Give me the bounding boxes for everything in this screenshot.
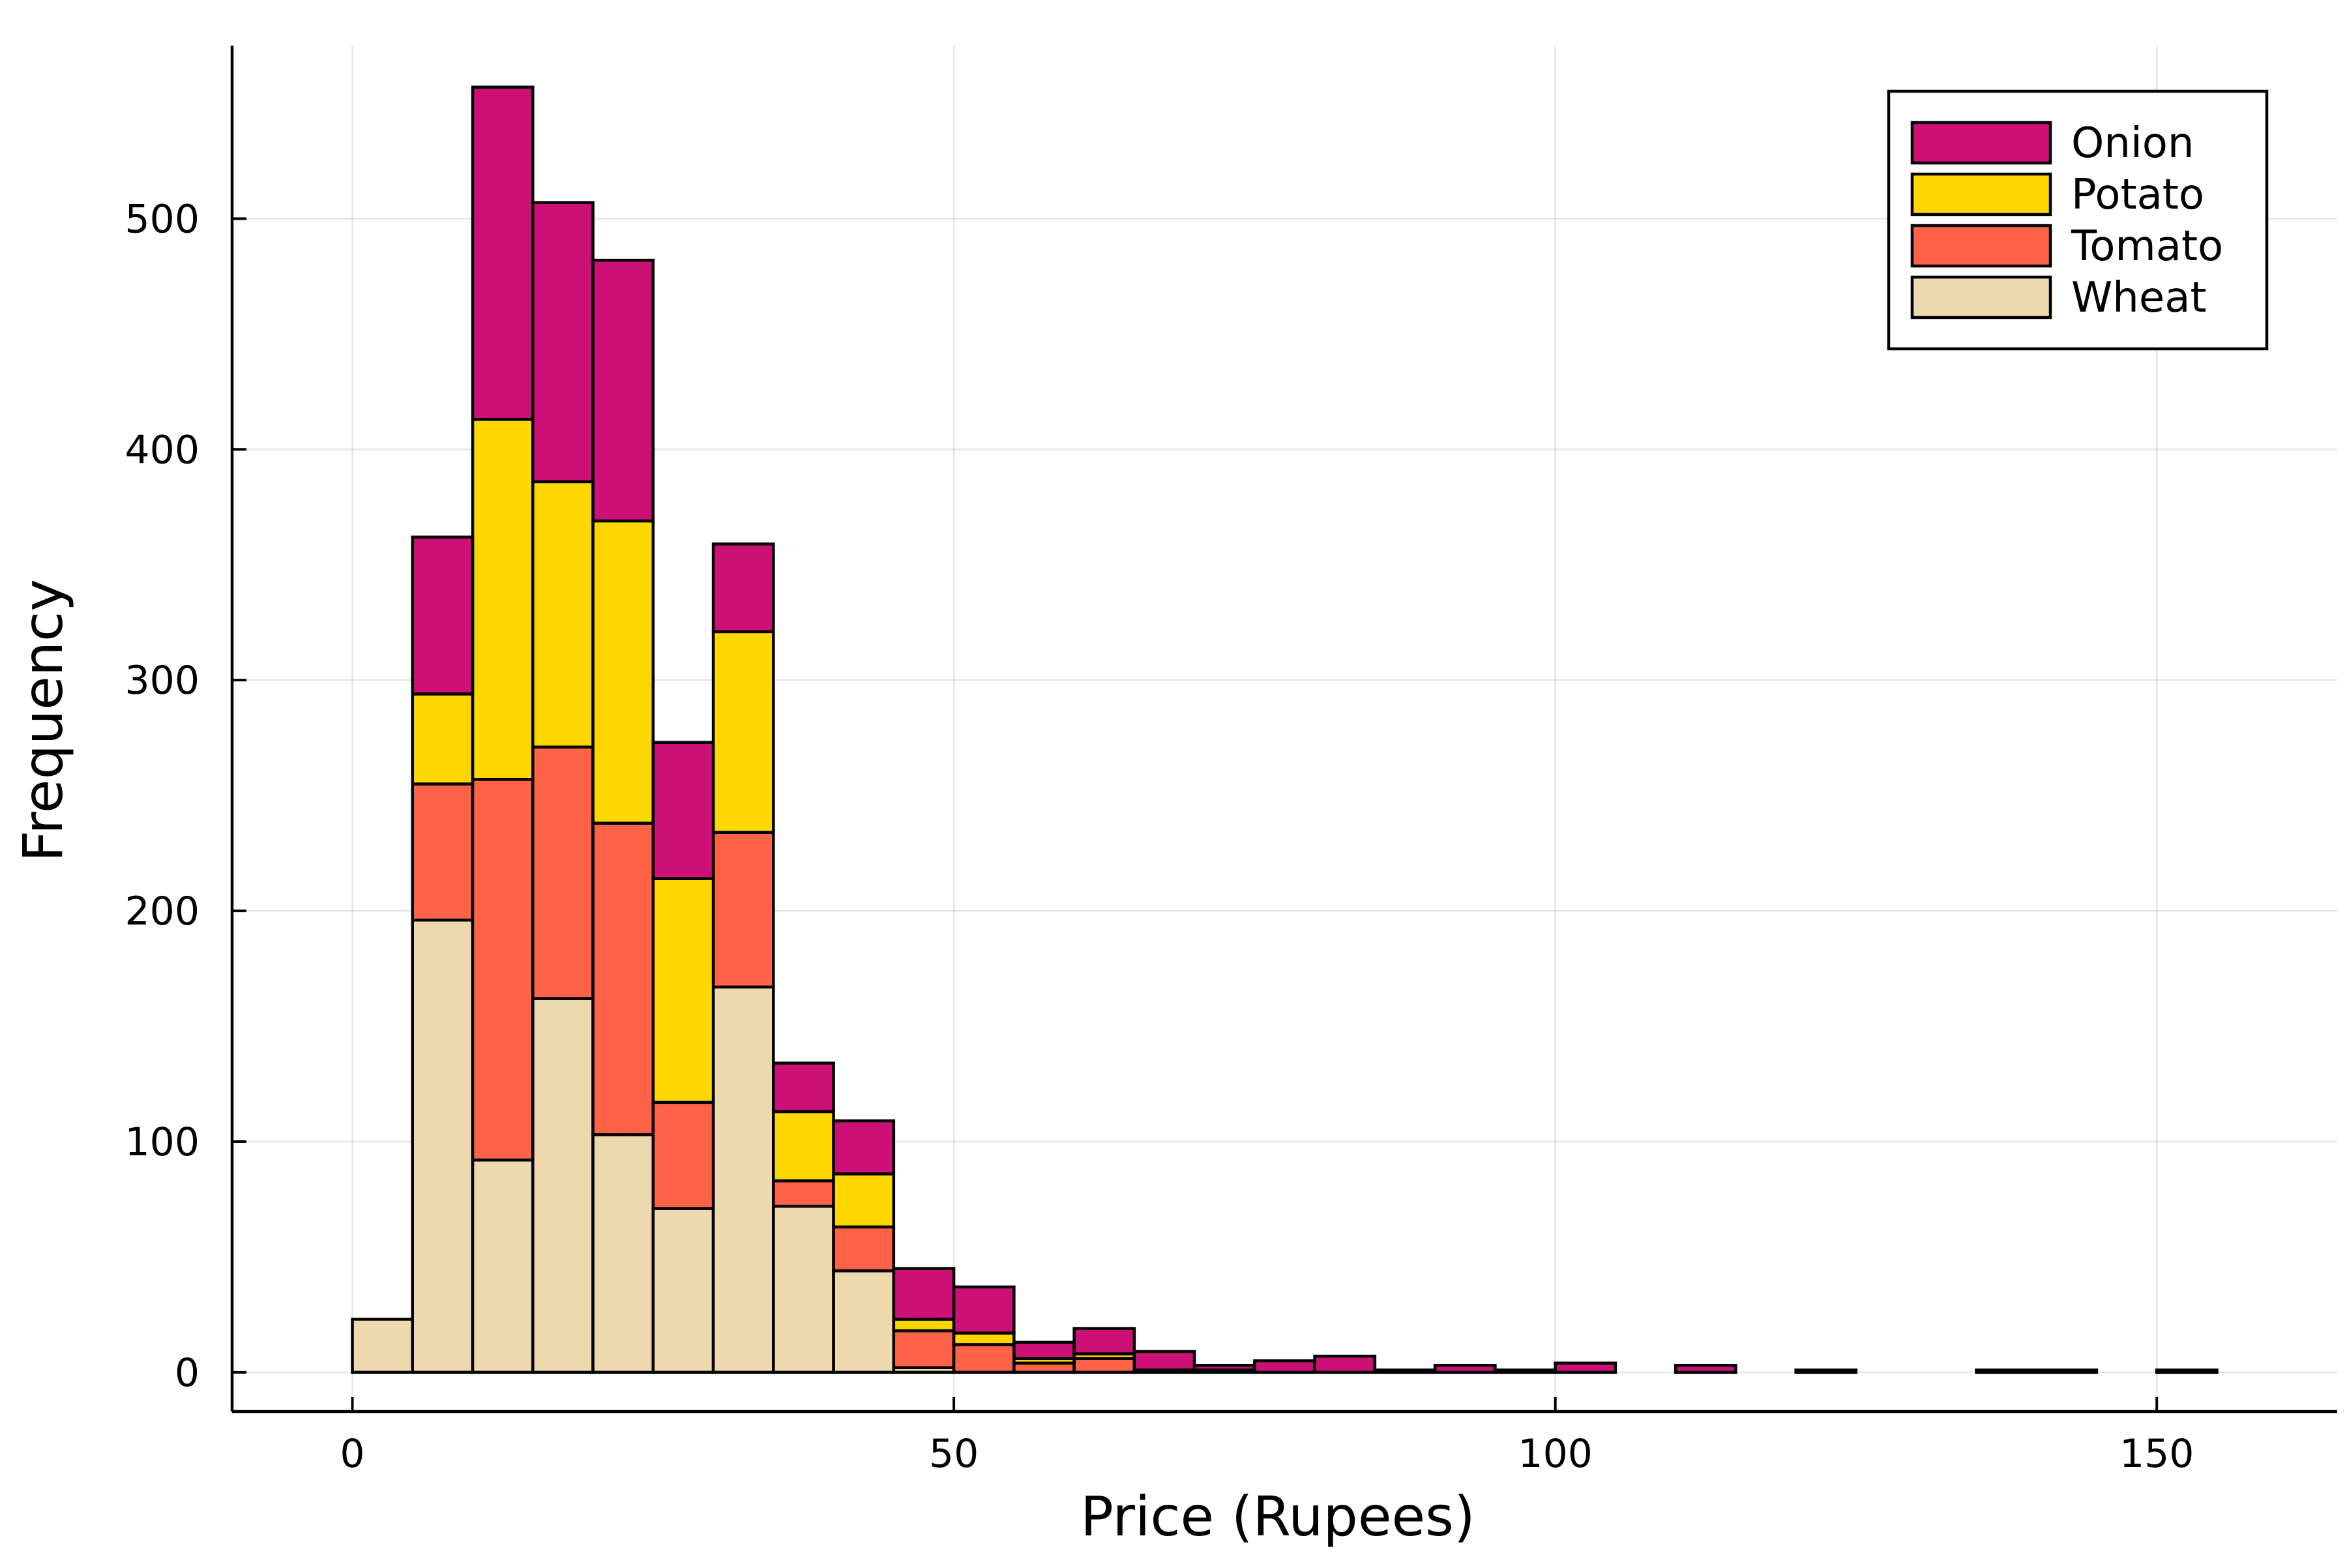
bar-wheat-bin-25 (651, 1207, 715, 1374)
bar-tomato-bin-30 (711, 831, 775, 989)
y-tick-label-1: 100 (125, 1119, 199, 1165)
bar-potato-bin-30 (711, 630, 775, 834)
legend-label-wheat: Wheat (2071, 274, 2207, 322)
bar-tomato-bin-40 (832, 1225, 896, 1273)
bar-potato-bin-45 (892, 1318, 956, 1333)
bar-onion-bin-50 (952, 1285, 1016, 1335)
bar-wheat-bin-10 (471, 1159, 535, 1374)
bar-tomato-bin-15 (531, 745, 595, 1000)
tick-labels: 0 50 100 150 0 100 200 300 400 500 (125, 196, 2194, 1477)
x-tick-label-1: 50 (929, 1431, 979, 1477)
bar-tomato-bin-10 (471, 778, 535, 1162)
y-tick-label-0: 0 (175, 1350, 199, 1396)
bar-tomato-bin-5 (411, 782, 475, 922)
bar-onion-bin-80 (1313, 1354, 1377, 1374)
y-tick-label-3: 300 (125, 658, 199, 703)
bar-wheat-bin-15 (531, 997, 595, 1374)
bar-onion-bin-40 (832, 1119, 896, 1176)
x-axis-title: Price (Rupees) (1080, 1485, 1475, 1548)
bar-wheat-bin-5 (411, 918, 475, 1374)
bar-potato-bin-15 (531, 480, 595, 749)
legend-swatch-wheat (1910, 275, 2052, 319)
bars (351, 85, 2219, 1374)
bar-onion-bin-85 (1373, 1368, 1437, 1374)
bar-onion-bin-55 (1012, 1340, 1076, 1360)
legend-label-potato: Potato (2071, 171, 2204, 219)
bar-onion-bin-35 (772, 1061, 835, 1114)
bar-tomato-bin-60 (1072, 1357, 1136, 1374)
bar-onion-bin-60 (1072, 1327, 1136, 1355)
bar-onion-bin-75 (1253, 1359, 1316, 1374)
legend-swatch-potato (1910, 172, 2052, 216)
bar-onion-bin-65 (1132, 1350, 1196, 1372)
bar-tomato-bin-20 (591, 821, 655, 1136)
bar-onion-bin-140 (2035, 1368, 2099, 1374)
bar-onion-bin-30 (711, 542, 775, 634)
bar-tomato-bin-50 (952, 1343, 1016, 1374)
y-axis-title: Frequency (11, 579, 75, 862)
legend-label-tomato: Tomato (2071, 222, 2223, 271)
bar-onion-bin-10 (471, 85, 535, 421)
bar-onion-bin-135 (1975, 1368, 2038, 1374)
bar-potato-bin-25 (651, 877, 715, 1104)
bar-wheat-bin-35 (772, 1204, 835, 1374)
bar-onion-bin-95 (1494, 1368, 1557, 1374)
bar-onion-bin-5 (411, 535, 475, 696)
bar-potato-bin-50 (952, 1331, 1016, 1346)
bar-onion-bin-70 (1192, 1363, 1256, 1372)
bar-onion-bin-150 (2155, 1368, 2219, 1374)
bar-tomato-bin-45 (892, 1329, 956, 1370)
bar-potato-bin-35 (772, 1110, 835, 1183)
bar-onion-bin-25 (651, 741, 715, 880)
bar-tomato-bin-25 (651, 1101, 715, 1210)
bar-onion-bin-20 (591, 258, 655, 523)
bar-wheat-bin-0 (351, 1318, 415, 1374)
bar-potato-bin-20 (591, 519, 655, 825)
legend-swatch-onion (1910, 121, 2052, 165)
legend-label-onion: Onion (2071, 119, 2194, 168)
bar-wheat-bin-40 (832, 1269, 896, 1374)
y-tick-label-2: 200 (125, 889, 199, 934)
bar-potato-bin-40 (832, 1172, 896, 1229)
bar-onion-bin-90 (1433, 1363, 1497, 1374)
bar-onion-bin-45 (892, 1267, 956, 1321)
y-tick-label-4: 400 (125, 427, 199, 473)
bar-potato-bin-10 (471, 418, 535, 781)
y-tick-label-5: 500 (125, 196, 199, 242)
bar-onion-bin-120 (1794, 1368, 1858, 1374)
x-tick-label-0: 0 (340, 1431, 364, 1477)
x-tick-label-3: 150 (2119, 1431, 2194, 1477)
bar-wheat-bin-30 (711, 985, 775, 1374)
bar-onion-bin-15 (531, 201, 595, 484)
legend-swatch-tomato (1910, 224, 2052, 268)
bar-potato-bin-5 (411, 692, 475, 786)
bar-tomato-bin-35 (772, 1179, 835, 1208)
bar-onion-bin-110 (1674, 1363, 1737, 1374)
bar-wheat-bin-20 (591, 1133, 655, 1374)
x-tick-label-2: 100 (1518, 1431, 1593, 1477)
axes (230, 46, 2337, 1413)
bar-onion-bin-100 (1554, 1361, 1617, 1374)
